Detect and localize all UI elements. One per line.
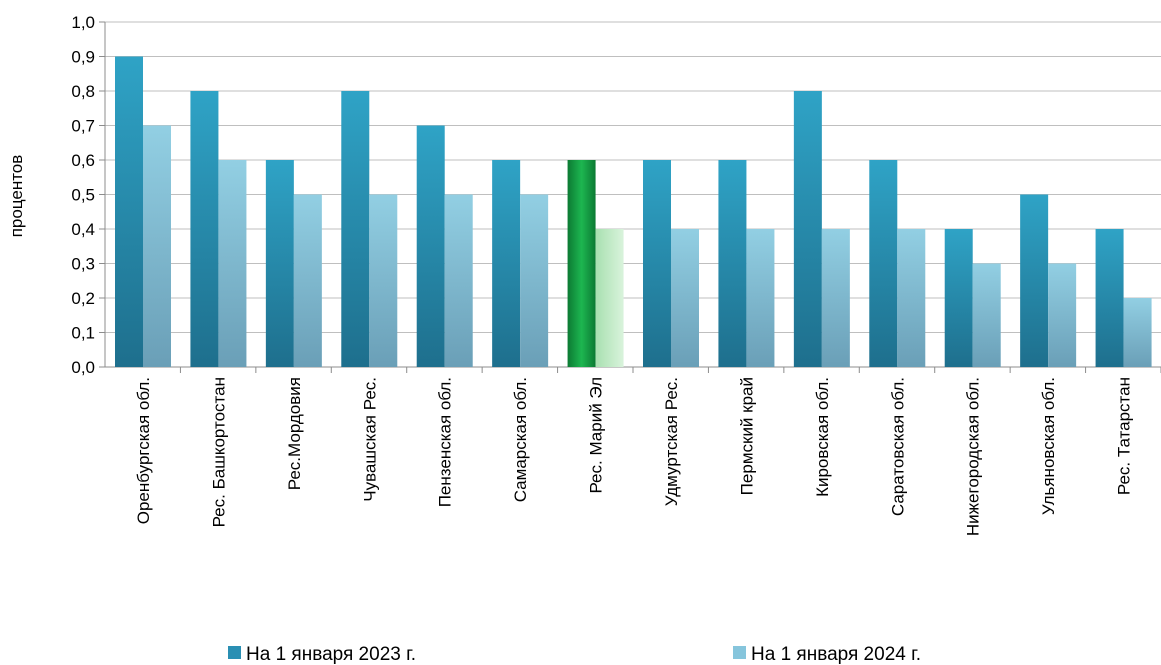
bar-2023 <box>341 91 370 367</box>
bar-2024 <box>972 263 1001 367</box>
bar-2024 <box>1123 298 1152 367</box>
category-label: Саратовская обл. <box>888 377 907 516</box>
category-label: Рес.Мордовия <box>285 377 304 490</box>
y-axis: 0,0 0,1 0,2 0,3 0,4 0,5 0,6 0,7 0,8 0,9 1,0 <box>71 13 106 377</box>
bar-2024 <box>671 229 699 367</box>
legend-swatch <box>228 646 241 659</box>
y-tick-label: 0,9 <box>71 48 95 67</box>
x-axis: Оренбургская обл. Рес. Башкортостан Рес.Мо… <box>134 367 1161 536</box>
y-tick-label: 0,8 <box>71 82 95 101</box>
bar-2023 <box>190 91 219 367</box>
bar-2023 <box>265 160 294 367</box>
bar-2024 <box>293 194 322 367</box>
category-label: Нижегородская обл. <box>964 377 983 536</box>
category-label: Самарская обл. <box>511 377 530 502</box>
legend-entry: На 1 января 2023 г. <box>246 644 416 665</box>
category-label: Ульяновская обл. <box>1039 377 1058 515</box>
bar-2023 <box>567 160 596 367</box>
bar-2024 <box>821 229 850 367</box>
bar-2024 <box>746 229 775 367</box>
bar-2024 <box>218 160 247 367</box>
bar-2023 <box>416 125 445 367</box>
legend-swatch <box>733 646 746 659</box>
legend-entry: На 1 января 2024 г. <box>751 644 921 665</box>
y-axis-label: процентов <box>7 155 26 238</box>
category-label: Рес. Башкортостан <box>209 377 228 527</box>
bar-2023 <box>944 229 973 367</box>
bar-2024 <box>897 229 926 367</box>
bar-2023 <box>643 160 671 367</box>
category-label: Кировская обл. <box>813 377 832 497</box>
bar-2023 <box>115 56 143 367</box>
bar-2023 <box>1095 229 1124 367</box>
bar-2023 <box>793 91 822 367</box>
y-tick-label: 0,1 <box>71 324 95 343</box>
y-tick-label: 0,5 <box>71 186 95 205</box>
y-tick-label: 1,0 <box>71 13 95 32</box>
bar-2024 <box>444 194 473 367</box>
bar-2024 <box>595 229 624 367</box>
bar-2024 <box>1048 263 1077 367</box>
category-label: Рес. Татарстан <box>1115 377 1134 495</box>
y-tick-label: 0,4 <box>71 220 95 239</box>
y-tick-label: 0,6 <box>71 151 95 170</box>
bar-2023 <box>1020 194 1049 367</box>
bar-2024 <box>143 125 171 367</box>
category-label: Рес. Марий Эл <box>587 377 606 494</box>
category-label: Оренбургская обл. <box>134 377 153 524</box>
bar-2023 <box>718 160 747 367</box>
category-label: Пензенская обл. <box>436 377 455 507</box>
y-tick-label: 0,7 <box>71 117 95 136</box>
bar-2023 <box>869 160 898 367</box>
bar-2024 <box>520 194 549 367</box>
bar-2023 <box>492 160 521 367</box>
category-label: Чувашская Рес. <box>360 377 379 502</box>
bars <box>115 56 1152 367</box>
legend: На 1 января 2023 г. На 1 января 2024 г. <box>228 644 921 665</box>
category-label: Удмуртская Рес. <box>662 377 681 506</box>
y-tick-label: 0,3 <box>71 255 95 274</box>
category-label: Пермский край <box>737 377 756 495</box>
y-tick-label: 0,0 <box>71 358 95 377</box>
gridlines <box>105 21 1161 368</box>
y-tick-label: 0,2 <box>71 289 95 308</box>
bar-2024 <box>369 194 398 367</box>
